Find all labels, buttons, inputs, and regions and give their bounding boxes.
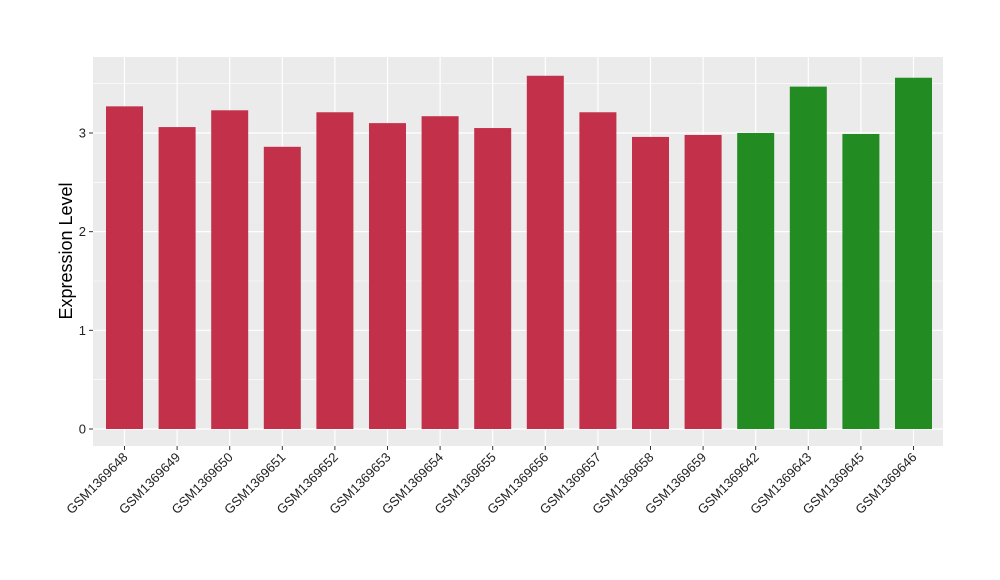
bar bbox=[106, 106, 143, 430]
bar bbox=[632, 136, 669, 429]
bar bbox=[526, 75, 564, 429]
bar bbox=[789, 86, 827, 429]
y-tick-label: 0 bbox=[79, 422, 86, 437]
bar bbox=[684, 134, 722, 430]
bar bbox=[263, 146, 301, 429]
y-tick-label: 2 bbox=[79, 224, 86, 239]
bars bbox=[106, 75, 932, 430]
bar bbox=[737, 132, 775, 430]
bar bbox=[369, 123, 406, 430]
y-axis-title: Expression Level bbox=[56, 182, 76, 319]
y-tick-label: 1 bbox=[79, 323, 86, 338]
y-tick-label: 3 bbox=[79, 125, 86, 140]
bar bbox=[158, 127, 196, 430]
bar bbox=[895, 77, 932, 429]
bar bbox=[421, 116, 459, 430]
bar bbox=[474, 128, 512, 429]
bar bbox=[579, 112, 617, 430]
bar bbox=[316, 112, 354, 430]
y-axis: 0 1 2 3 bbox=[79, 125, 93, 437]
bar bbox=[842, 133, 880, 430]
x-axis: GSM1369648GSM1369649GSM1369650GSM1369651… bbox=[63, 446, 920, 517]
bar bbox=[211, 110, 249, 429]
